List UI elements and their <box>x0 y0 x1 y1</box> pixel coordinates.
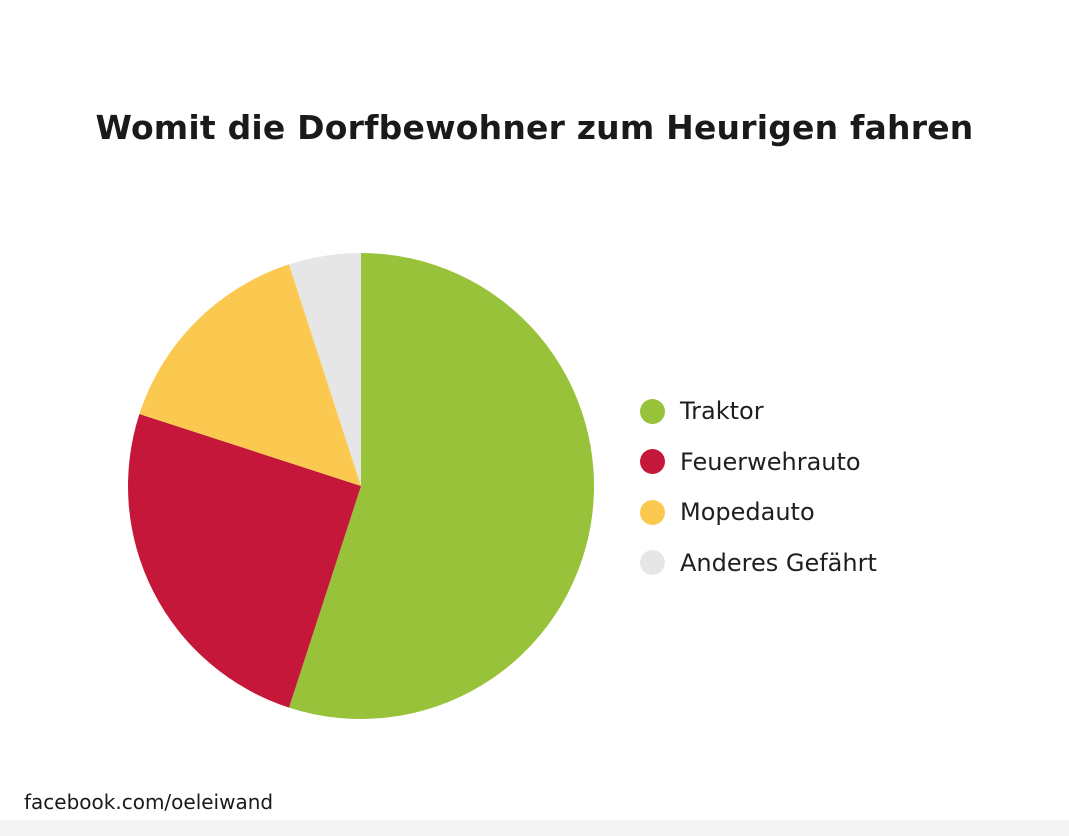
legend-item-traktor: Traktor <box>640 394 877 428</box>
legend-label: Feuerwehrauto <box>680 447 861 476</box>
pie-slice-traktor <box>288 253 594 719</box>
pie-slice-anderes-gefahrt <box>288 253 361 486</box>
legend-item-anderes-gefahrt: Anderes Gefährt <box>640 546 877 580</box>
legend-label: Traktor <box>680 397 764 425</box>
chart-legend: Traktor Feuerwehrauto Mopedauto Anderes Gef… <box>640 394 877 596</box>
chart-title: Womit die Dorfbewohner zum Heurigen fahr… <box>95 108 974 147</box>
legend-label: Mopedauto <box>680 498 815 526</box>
legend-swatch <box>640 550 665 575</box>
legend-swatch <box>640 449 665 474</box>
legend-swatch <box>640 499 665 525</box>
pie-slices <box>127 253 594 719</box>
pie-slice-feuerwehrauto <box>127 413 361 708</box>
pie-slice-mopedauto <box>139 264 361 486</box>
legend-item-feuerwehrauto: Feuerwehrauto <box>640 445 877 479</box>
legend-label: Anderes Gefährt <box>680 548 877 577</box>
footer-credit: facebook.com/oeleiwand <box>24 790 274 814</box>
bottom-band <box>0 820 1069 836</box>
legend-swatch <box>640 398 665 424</box>
legend-item-mopedauto: Mopedauto <box>640 495 877 529</box>
